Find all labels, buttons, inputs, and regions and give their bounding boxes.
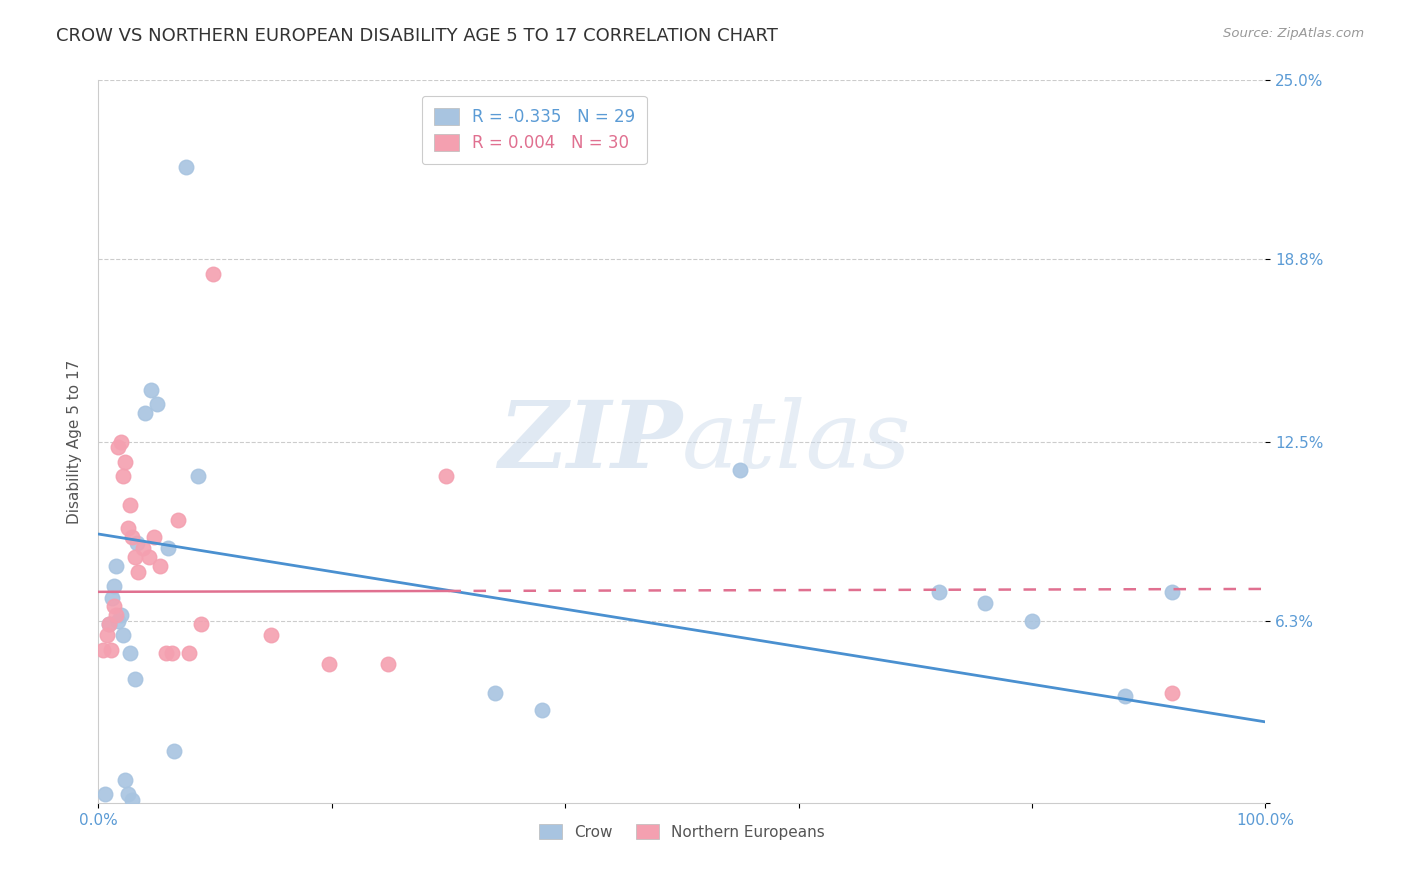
Point: [127, 565, 149, 579]
Point: [138, 550, 160, 565]
Point: [1114, 689, 1136, 703]
Point: [97, 616, 120, 631]
Point: [125, 535, 148, 549]
Point: [139, 383, 162, 397]
Point: [434, 469, 457, 483]
Point: [318, 657, 340, 671]
Point: [117, 787, 139, 801]
Point: [146, 397, 169, 411]
Point: [110, 607, 132, 622]
Point: [114, 772, 136, 787]
Point: [260, 628, 283, 642]
Point: [201, 267, 224, 281]
Text: ZIP: ZIP: [498, 397, 682, 486]
Point: [1161, 686, 1184, 700]
Point: [124, 672, 146, 686]
Point: [484, 686, 506, 700]
Point: [101, 591, 124, 605]
Point: [91, 642, 114, 657]
Point: [174, 160, 197, 174]
Point: [118, 646, 141, 660]
Point: [163, 744, 186, 758]
Point: [107, 614, 129, 628]
Point: [121, 530, 143, 544]
Legend: Crow, Northern Europeans: Crow, Northern Europeans: [533, 818, 831, 846]
Point: [111, 628, 134, 642]
Point: [103, 579, 125, 593]
Text: atlas: atlas: [682, 397, 911, 486]
Point: [97, 616, 120, 631]
Point: [1021, 614, 1043, 628]
Point: [187, 469, 209, 483]
Point: [530, 703, 553, 717]
Point: [104, 607, 127, 622]
Point: [160, 646, 183, 660]
Text: CROW VS NORTHERN EUROPEAN DISABILITY AGE 5 TO 17 CORRELATION CHART: CROW VS NORTHERN EUROPEAN DISABILITY AGE…: [56, 27, 778, 45]
Point: [110, 434, 132, 449]
Point: [377, 657, 399, 671]
Point: [132, 541, 155, 556]
Point: [928, 584, 950, 599]
Point: [179, 646, 201, 660]
Point: [166, 512, 188, 526]
Point: [114, 455, 136, 469]
Point: [111, 469, 134, 483]
Point: [1161, 584, 1184, 599]
Point: [155, 646, 177, 660]
Point: [730, 463, 752, 477]
Text: Source: ZipAtlas.com: Source: ZipAtlas.com: [1223, 27, 1364, 40]
Point: [104, 558, 127, 573]
Point: [121, 793, 143, 807]
Point: [157, 541, 180, 556]
Point: [103, 599, 125, 614]
Point: [974, 596, 997, 610]
Point: [117, 521, 139, 535]
Point: [118, 498, 141, 512]
Point: [134, 406, 156, 420]
Point: [149, 558, 172, 573]
Point: [94, 787, 117, 801]
Point: [96, 628, 118, 642]
Point: [124, 550, 146, 565]
Point: [190, 616, 212, 631]
Point: [100, 642, 122, 657]
Point: [143, 530, 166, 544]
Y-axis label: Disability Age 5 to 17: Disability Age 5 to 17: [66, 359, 82, 524]
Point: [107, 440, 129, 454]
